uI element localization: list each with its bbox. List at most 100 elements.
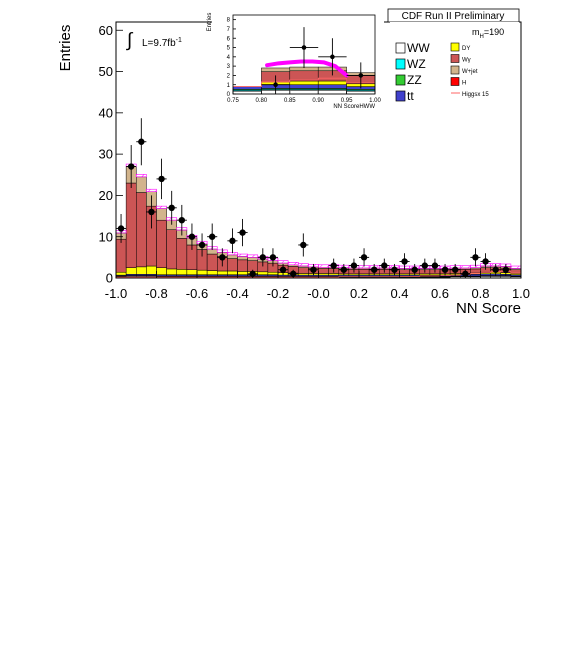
bar-dy-0 <box>116 272 126 275</box>
x-axis-label: NN Score <box>456 300 521 317</box>
bar-w--12 <box>238 260 248 272</box>
bar-w--4 <box>157 220 167 267</box>
x-tick-label-9: 0.8 <box>471 286 489 301</box>
data-point-2 <box>330 55 335 60</box>
data-point-6 <box>179 217 185 223</box>
y-tick-label-5: 50 <box>99 64 113 79</box>
data-point-22 <box>351 262 357 268</box>
bar-dy-3 <box>146 266 156 274</box>
y-tick-label-3: 30 <box>99 147 113 162</box>
data-point-25 <box>381 262 387 268</box>
data-point-18 <box>300 242 306 248</box>
bar-w-jet-11 <box>227 255 237 259</box>
x-tick-label-0: -1.0 <box>105 286 127 301</box>
y-tick-label-0: 0 <box>106 271 113 286</box>
legend-label-2: ZZ <box>407 73 422 87</box>
bar-dy-8 <box>197 270 207 275</box>
data-point-30 <box>432 262 438 268</box>
x-tick-label-7: 0.4 <box>390 286 408 301</box>
y-tick-label-6: 60 <box>99 23 113 38</box>
legend-swatch-1 <box>396 59 405 69</box>
x-tick-label-6: 0.2 <box>350 286 368 301</box>
legend-right-label-4: Higgsx 15 <box>462 92 489 98</box>
signal-band-18 <box>298 264 308 266</box>
data-point-2 <box>138 139 144 145</box>
legend-label-1: WZ <box>407 57 426 71</box>
bar-dy-3 <box>318 81 346 85</box>
bar-w--9 <box>207 254 217 271</box>
data-point-26 <box>391 267 397 273</box>
bar-ww-3 <box>318 90 346 94</box>
legend-box-3 <box>451 78 459 86</box>
bar-w-jet-12 <box>238 257 248 260</box>
bar-w--0 <box>116 239 126 272</box>
bar-w--11 <box>227 259 237 271</box>
legend-swatch-2 <box>396 75 405 85</box>
data-point-33 <box>462 271 468 277</box>
data-point-23 <box>361 254 367 260</box>
inset-background <box>212 8 384 110</box>
data-point-31 <box>442 267 448 273</box>
stacked-background-histogram <box>116 167 521 278</box>
signal-band-4 <box>157 206 167 208</box>
x-tick-label-1: 0.80 <box>256 98 268 104</box>
data-point-11 <box>229 238 235 244</box>
bar-w--1 <box>126 183 136 268</box>
bar-ww-4 <box>347 91 375 94</box>
data-point-19 <box>310 267 316 273</box>
data-point-17 <box>290 271 296 277</box>
bar-tt-0 <box>233 87 261 90</box>
bar-dy-1 <box>126 268 136 275</box>
y-tick-label-2: 20 <box>99 188 113 203</box>
signal-band-16 <box>278 261 288 263</box>
data-point-8 <box>199 242 205 248</box>
data-point-20 <box>330 262 336 268</box>
bar-dy-5 <box>167 269 177 275</box>
bar-dy-6 <box>177 269 187 274</box>
bar-w--20 <box>319 269 329 274</box>
signal-band-13 <box>248 255 258 257</box>
bar-dy-7 <box>187 270 197 275</box>
bar-dy-14 <box>258 272 268 275</box>
bar-w-jet-2 <box>136 177 146 193</box>
data-point-28 <box>411 267 417 273</box>
x-tick-label-0: 0.75 <box>227 98 239 104</box>
bar-w--18 <box>298 268 308 274</box>
data-point-27 <box>401 258 407 264</box>
legend-right-label-1: Wγ <box>462 58 471 64</box>
bar-w--35 <box>470 269 480 273</box>
bar-ww-2 <box>290 90 318 94</box>
signal-band-20 <box>319 265 329 267</box>
x-tick-label-8: 0.6 <box>431 286 449 301</box>
x-tick-label-2: 0.85 <box>284 98 296 104</box>
legend-swatch-3 <box>396 91 405 101</box>
bar-dy-9 <box>207 271 217 275</box>
data-point-21 <box>341 267 347 273</box>
legend-label-0: WW <box>407 41 430 55</box>
x-tick-label-3: -0.4 <box>226 286 248 301</box>
x-tick-label-3: 0.90 <box>312 98 324 104</box>
legend-swatch-0 <box>396 43 405 53</box>
data-point-24 <box>371 267 377 273</box>
legend-right-label-0: DY <box>462 46 470 52</box>
x-tick-label-5: -0.0 <box>307 286 329 301</box>
data-point-7 <box>189 234 195 240</box>
bar-dy-2 <box>136 267 146 274</box>
bar-tt-3 <box>318 85 346 89</box>
y-tick-label-1: 10 <box>99 229 113 244</box>
bar-w--5 <box>167 230 177 269</box>
bar-dy-2 <box>290 81 318 85</box>
data-point-10 <box>219 254 225 260</box>
data-point-32 <box>452 267 458 273</box>
data-point-1 <box>128 163 134 169</box>
x-tick-label-10: 1.0 <box>512 286 530 301</box>
data-point-36 <box>492 267 498 273</box>
bar-w-jet-1 <box>261 68 289 72</box>
bar-dy-12 <box>238 271 248 274</box>
bar-w--2 <box>290 71 318 81</box>
bar-dy-15 <box>268 272 278 274</box>
